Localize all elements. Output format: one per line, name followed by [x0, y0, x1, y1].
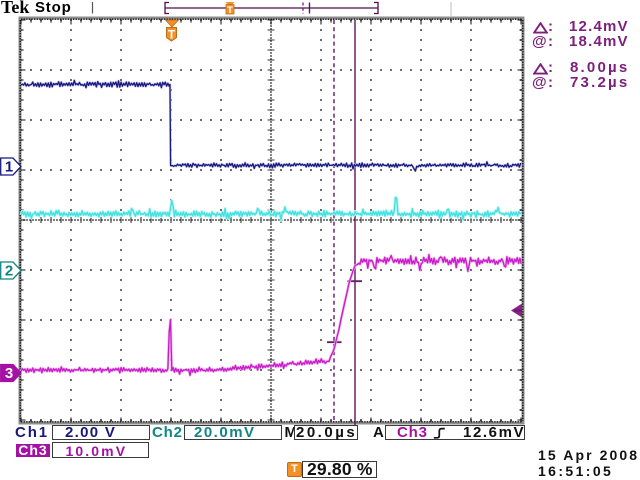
svg-text:2: 2	[5, 263, 13, 280]
svg-text:1: 1	[5, 159, 13, 176]
svg-text:3: 3	[5, 365, 13, 382]
svg-text:T: T	[227, 5, 233, 16]
svg-text:T: T	[168, 28, 176, 42]
